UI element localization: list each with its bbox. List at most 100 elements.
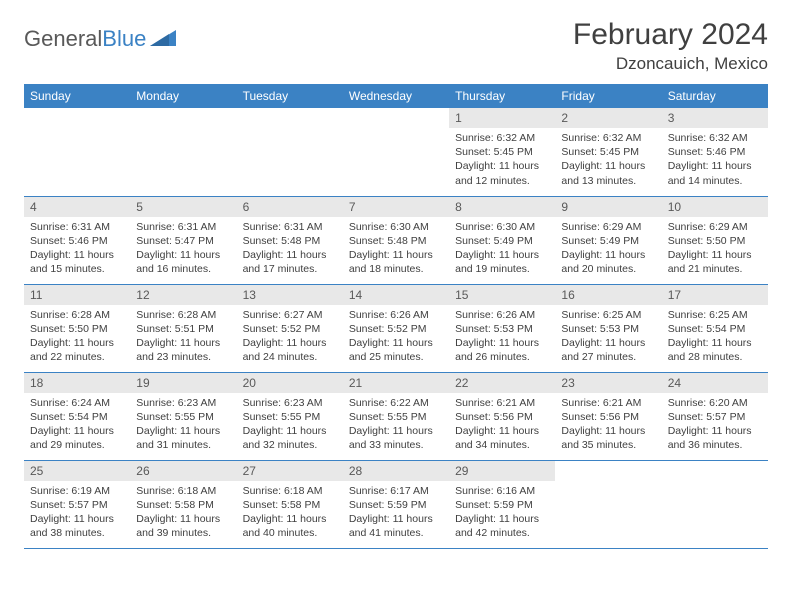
day-info: Sunrise: 6:23 AMSunset: 5:55 PMDaylight:… xyxy=(130,393,236,457)
logo-triangle-icon xyxy=(150,28,176,51)
day-number: 13 xyxy=(237,285,343,305)
calendar-cell: 22Sunrise: 6:21 AMSunset: 5:56 PMDayligh… xyxy=(449,372,555,460)
calendar-cell-empty xyxy=(24,108,130,196)
weekday-header: Monday xyxy=(130,84,236,108)
weekday-header: Thursday xyxy=(449,84,555,108)
day-number: 3 xyxy=(662,108,768,128)
calendar-row: 1Sunrise: 6:32 AMSunset: 5:45 PMDaylight… xyxy=(24,108,768,196)
day-number: 12 xyxy=(130,285,236,305)
day-number: 29 xyxy=(449,461,555,481)
calendar-cell: 7Sunrise: 6:30 AMSunset: 5:48 PMDaylight… xyxy=(343,196,449,284)
calendar-cell: 5Sunrise: 6:31 AMSunset: 5:47 PMDaylight… xyxy=(130,196,236,284)
weekday-header: Saturday xyxy=(662,84,768,108)
day-info: Sunrise: 6:26 AMSunset: 5:53 PMDaylight:… xyxy=(449,305,555,369)
day-info: Sunrise: 6:17 AMSunset: 5:59 PMDaylight:… xyxy=(343,481,449,545)
calendar-cell-empty xyxy=(662,460,768,548)
day-number: 11 xyxy=(24,285,130,305)
calendar-cell-empty xyxy=(130,108,236,196)
day-info: Sunrise: 6:22 AMSunset: 5:55 PMDaylight:… xyxy=(343,393,449,457)
calendar-cell: 29Sunrise: 6:16 AMSunset: 5:59 PMDayligh… xyxy=(449,460,555,548)
weekday-header: Friday xyxy=(555,84,661,108)
calendar-cell: 21Sunrise: 6:22 AMSunset: 5:55 PMDayligh… xyxy=(343,372,449,460)
weekday-header: Sunday xyxy=(24,84,130,108)
calendar-cell: 19Sunrise: 6:23 AMSunset: 5:55 PMDayligh… xyxy=(130,372,236,460)
day-number: 2 xyxy=(555,108,661,128)
day-info: Sunrise: 6:19 AMSunset: 5:57 PMDaylight:… xyxy=(24,481,130,545)
day-number: 26 xyxy=(130,461,236,481)
calendar-cell-empty xyxy=(343,108,449,196)
calendar-cell: 1Sunrise: 6:32 AMSunset: 5:45 PMDaylight… xyxy=(449,108,555,196)
calendar-row: 11Sunrise: 6:28 AMSunset: 5:50 PMDayligh… xyxy=(24,284,768,372)
day-number: 24 xyxy=(662,373,768,393)
calendar-cell: 28Sunrise: 6:17 AMSunset: 5:59 PMDayligh… xyxy=(343,460,449,548)
day-number: 28 xyxy=(343,461,449,481)
calendar-cell: 4Sunrise: 6:31 AMSunset: 5:46 PMDaylight… xyxy=(24,196,130,284)
day-number: 4 xyxy=(24,197,130,217)
calendar-cell: 25Sunrise: 6:19 AMSunset: 5:57 PMDayligh… xyxy=(24,460,130,548)
day-number: 27 xyxy=(237,461,343,481)
calendar-cell: 10Sunrise: 6:29 AMSunset: 5:50 PMDayligh… xyxy=(662,196,768,284)
day-number: 25 xyxy=(24,461,130,481)
day-info: Sunrise: 6:26 AMSunset: 5:52 PMDaylight:… xyxy=(343,305,449,369)
day-info: Sunrise: 6:32 AMSunset: 5:45 PMDaylight:… xyxy=(449,128,555,192)
day-info: Sunrise: 6:23 AMSunset: 5:55 PMDaylight:… xyxy=(237,393,343,457)
day-info: Sunrise: 6:25 AMSunset: 5:54 PMDaylight:… xyxy=(662,305,768,369)
day-number: 6 xyxy=(237,197,343,217)
calendar-cell: 6Sunrise: 6:31 AMSunset: 5:48 PMDaylight… xyxy=(237,196,343,284)
logo: GeneralBlue xyxy=(24,26,176,52)
day-info: Sunrise: 6:25 AMSunset: 5:53 PMDaylight:… xyxy=(555,305,661,369)
day-info: Sunrise: 6:28 AMSunset: 5:51 PMDaylight:… xyxy=(130,305,236,369)
calendar-cell: 8Sunrise: 6:30 AMSunset: 5:49 PMDaylight… xyxy=(449,196,555,284)
day-info: Sunrise: 6:27 AMSunset: 5:52 PMDaylight:… xyxy=(237,305,343,369)
day-info: Sunrise: 6:16 AMSunset: 5:59 PMDaylight:… xyxy=(449,481,555,545)
weekday-header: Wednesday xyxy=(343,84,449,108)
day-number: 23 xyxy=(555,373,661,393)
calendar-cell: 12Sunrise: 6:28 AMSunset: 5:51 PMDayligh… xyxy=(130,284,236,372)
day-number: 19 xyxy=(130,373,236,393)
calendar-cell: 16Sunrise: 6:25 AMSunset: 5:53 PMDayligh… xyxy=(555,284,661,372)
day-info: Sunrise: 6:21 AMSunset: 5:56 PMDaylight:… xyxy=(449,393,555,457)
calendar-cell: 15Sunrise: 6:26 AMSunset: 5:53 PMDayligh… xyxy=(449,284,555,372)
weekday-header: Tuesday xyxy=(237,84,343,108)
day-info: Sunrise: 6:30 AMSunset: 5:48 PMDaylight:… xyxy=(343,217,449,281)
title-block: February 2024 Dzoncauich, Mexico xyxy=(573,18,768,74)
day-info: Sunrise: 6:24 AMSunset: 5:54 PMDaylight:… xyxy=(24,393,130,457)
day-info: Sunrise: 6:29 AMSunset: 5:49 PMDaylight:… xyxy=(555,217,661,281)
day-number: 8 xyxy=(449,197,555,217)
calendar-cell: 23Sunrise: 6:21 AMSunset: 5:56 PMDayligh… xyxy=(555,372,661,460)
calendar-cell-empty xyxy=(237,108,343,196)
calendar-cell: 26Sunrise: 6:18 AMSunset: 5:58 PMDayligh… xyxy=(130,460,236,548)
day-info: Sunrise: 6:21 AMSunset: 5:56 PMDaylight:… xyxy=(555,393,661,457)
calendar-cell: 3Sunrise: 6:32 AMSunset: 5:46 PMDaylight… xyxy=(662,108,768,196)
logo-part2: Blue xyxy=(102,26,146,51)
day-number: 15 xyxy=(449,285,555,305)
day-number: 18 xyxy=(24,373,130,393)
calendar-cell: 17Sunrise: 6:25 AMSunset: 5:54 PMDayligh… xyxy=(662,284,768,372)
calendar-cell: 24Sunrise: 6:20 AMSunset: 5:57 PMDayligh… xyxy=(662,372,768,460)
day-number: 14 xyxy=(343,285,449,305)
calendar-head: SundayMondayTuesdayWednesdayThursdayFrid… xyxy=(24,84,768,108)
logo-text: GeneralBlue xyxy=(24,26,146,52)
day-info: Sunrise: 6:30 AMSunset: 5:49 PMDaylight:… xyxy=(449,217,555,281)
day-number: 20 xyxy=(237,373,343,393)
location: Dzoncauich, Mexico xyxy=(573,54,768,74)
day-number: 16 xyxy=(555,285,661,305)
day-info: Sunrise: 6:32 AMSunset: 5:46 PMDaylight:… xyxy=(662,128,768,192)
day-number: 1 xyxy=(449,108,555,128)
day-number: 21 xyxy=(343,373,449,393)
calendar-cell: 11Sunrise: 6:28 AMSunset: 5:50 PMDayligh… xyxy=(24,284,130,372)
day-number: 9 xyxy=(555,197,661,217)
day-info: Sunrise: 6:31 AMSunset: 5:47 PMDaylight:… xyxy=(130,217,236,281)
day-info: Sunrise: 6:31 AMSunset: 5:48 PMDaylight:… xyxy=(237,217,343,281)
calendar-cell: 13Sunrise: 6:27 AMSunset: 5:52 PMDayligh… xyxy=(237,284,343,372)
day-number: 22 xyxy=(449,373,555,393)
calendar-cell-empty xyxy=(555,460,661,548)
calendar-row: 25Sunrise: 6:19 AMSunset: 5:57 PMDayligh… xyxy=(24,460,768,548)
calendar-cell: 27Sunrise: 6:18 AMSunset: 5:58 PMDayligh… xyxy=(237,460,343,548)
day-info: Sunrise: 6:20 AMSunset: 5:57 PMDaylight:… xyxy=(662,393,768,457)
day-info: Sunrise: 6:29 AMSunset: 5:50 PMDaylight:… xyxy=(662,217,768,281)
calendar-cell: 14Sunrise: 6:26 AMSunset: 5:52 PMDayligh… xyxy=(343,284,449,372)
day-info: Sunrise: 6:31 AMSunset: 5:46 PMDaylight:… xyxy=(24,217,130,281)
day-info: Sunrise: 6:18 AMSunset: 5:58 PMDaylight:… xyxy=(237,481,343,545)
day-info: Sunrise: 6:28 AMSunset: 5:50 PMDaylight:… xyxy=(24,305,130,369)
